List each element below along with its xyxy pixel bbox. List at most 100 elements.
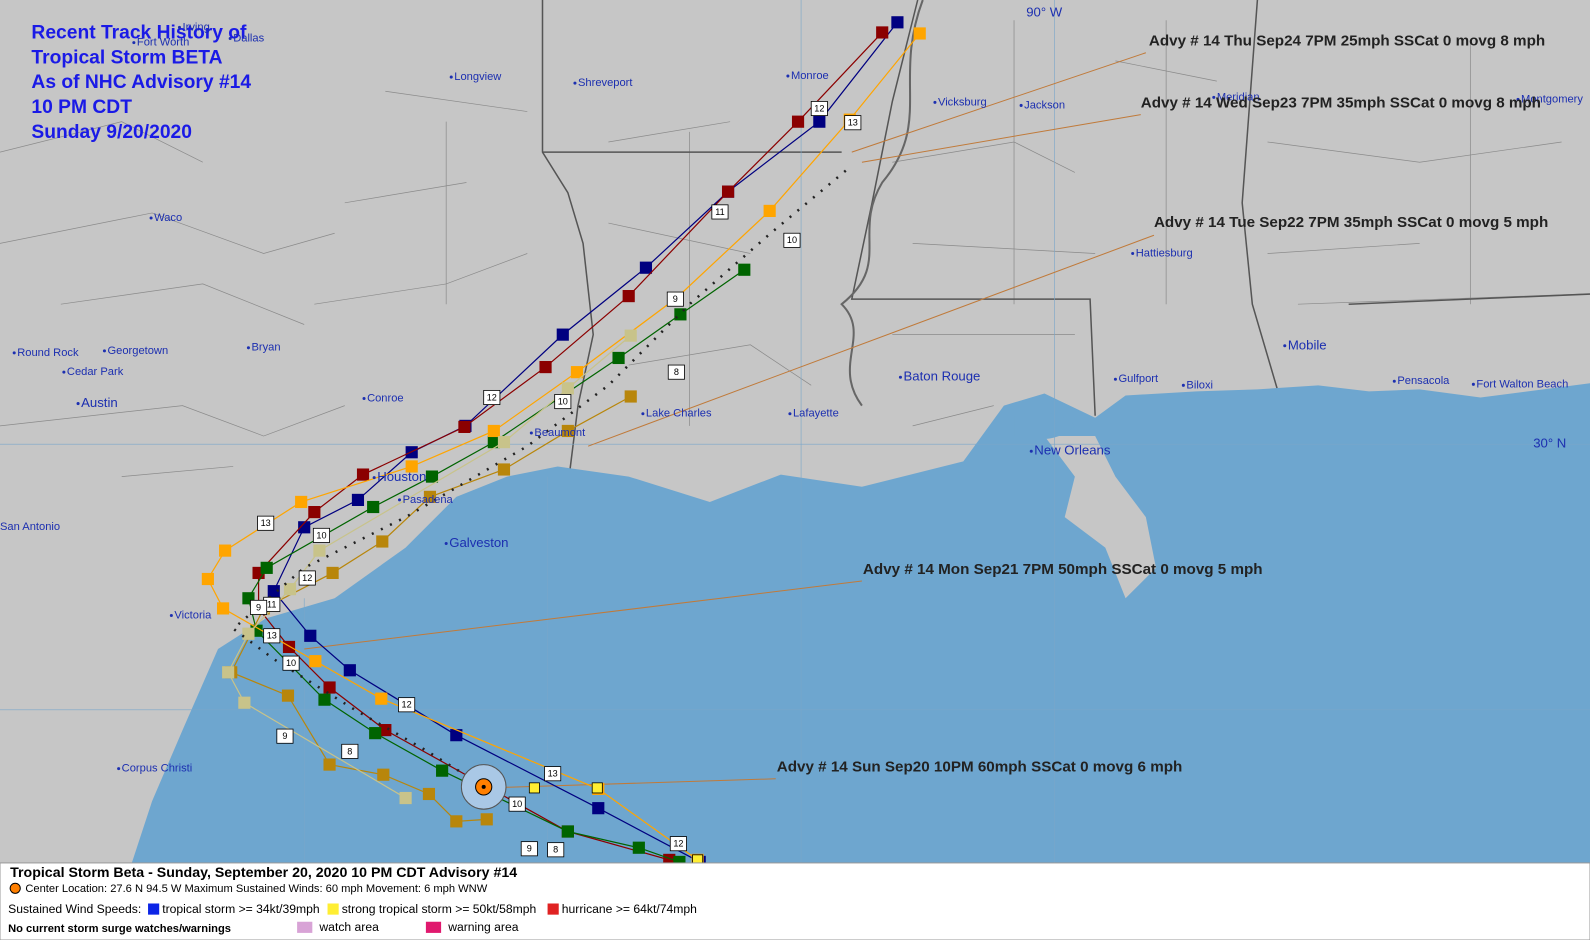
track-point — [313, 544, 326, 557]
city-label: Fort Walton Beach — [1476, 378, 1568, 390]
track-point — [422, 787, 436, 801]
city-dot — [76, 402, 80, 406]
track-label: 13 — [267, 631, 277, 641]
track-point — [913, 27, 926, 40]
city-dot — [117, 767, 121, 771]
track-label: 9 — [527, 844, 532, 854]
track-point — [639, 261, 653, 274]
track-point — [267, 585, 280, 598]
track-label-box — [483, 389, 501, 406]
track-label: 10 — [512, 799, 522, 809]
track-label-box — [544, 766, 562, 782]
track-label: 12 — [673, 839, 683, 849]
track-label-box — [276, 728, 294, 744]
legend-wind-item: tropical storm >= 34kt/39mph — [162, 902, 319, 916]
city-label: Round Rock — [17, 347, 79, 359]
city-label: Georgetown — [107, 345, 168, 357]
city-dot — [898, 375, 902, 379]
city-label: Beaumont — [534, 427, 586, 439]
track-label: 12 — [302, 573, 312, 583]
track-label: 10 — [558, 396, 568, 406]
leader-line — [304, 580, 862, 650]
legend-center-icon — [9, 882, 21, 894]
legend-swatch — [327, 903, 339, 915]
city-label: Pasadena — [403, 494, 454, 506]
track-label-box — [783, 232, 801, 248]
track-label-box — [669, 836, 687, 852]
tracks — [201, 16, 1155, 869]
city-label: Monroe — [791, 70, 829, 82]
track-label: 8 — [674, 367, 679, 377]
track-point — [763, 204, 776, 218]
city-dot — [362, 396, 366, 401]
track-label: 10 — [286, 658, 296, 668]
city-label: Houston — [377, 469, 426, 484]
track-point — [318, 693, 331, 706]
title-line: Tropical Storm BETA — [31, 47, 222, 68]
track-point — [561, 382, 574, 395]
city-dot — [149, 216, 153, 220]
track-point — [323, 681, 336, 694]
city-dot — [1392, 379, 1396, 383]
city-label: Dallas — [233, 32, 264, 44]
track-point — [405, 460, 418, 473]
city-dot — [62, 370, 66, 374]
track-point — [487, 436, 500, 449]
city-label: Galveston — [449, 535, 508, 550]
advisory-label: Advy # 14 Mon Sep21 7PM 50mph SSCat 0 mo… — [863, 561, 1263, 578]
delta — [1044, 436, 1156, 599]
leader-line — [861, 114, 1141, 163]
track-point — [497, 463, 511, 476]
track-point — [480, 813, 493, 826]
city-dot — [641, 412, 645, 416]
track-label-box — [667, 364, 685, 380]
track-label: 9 — [256, 602, 261, 612]
track-point — [379, 724, 392, 737]
legend-wind-item: hurricane >= 64kt/74mph — [562, 902, 697, 916]
track-point — [323, 758, 336, 771]
city-label: Austin — [81, 395, 118, 410]
advisory-label: Advy # 14 Wed Sep23 7PM 35mph SSCat 0 mo… — [1141, 94, 1541, 111]
track-point — [260, 561, 273, 574]
track-label-box — [844, 115, 862, 131]
track-point — [721, 185, 735, 198]
gulf-water — [131, 383, 1590, 863]
legend-header: Tropical Storm Beta - Sunday, September … — [10, 865, 517, 881]
city-dot — [788, 412, 792, 416]
track-point — [425, 470, 439, 483]
city-dot — [786, 74, 790, 78]
city-dot — [372, 476, 376, 480]
city-dot — [1029, 449, 1033, 453]
state-borders — [541, 0, 1590, 487]
city-label: Hattiesburg — [1136, 247, 1193, 259]
advisory-label: Advy # 14 Sun Sep20 10PM 60mph SSCat 0 m… — [777, 759, 1183, 776]
city-label: Corpus Christi — [122, 763, 193, 775]
city-dot — [1283, 344, 1287, 348]
city-dot — [1113, 377, 1117, 381]
track-point — [282, 640, 296, 654]
track-point — [367, 500, 380, 514]
track-label: 9 — [673, 294, 678, 304]
track-point — [450, 729, 463, 742]
track-label: 13 — [548, 769, 558, 779]
city-dot — [1181, 383, 1185, 387]
city-dot — [169, 613, 173, 618]
city-label: Pensacola — [1397, 375, 1450, 387]
city-label: Vicksburg — [938, 96, 987, 108]
track-point — [219, 544, 232, 557]
track-label-box — [312, 527, 330, 543]
track-point — [238, 696, 251, 709]
city-label: Gulfport — [1118, 373, 1159, 385]
track-point — [556, 328, 569, 341]
legend-area-swatch — [297, 921, 313, 933]
legend-panel — [0, 862, 1590, 940]
track-point — [222, 666, 235, 679]
track-point — [738, 263, 751, 276]
title-line: Sunday 9/20/2020 — [31, 122, 192, 143]
city-label: New Orleans — [1034, 443, 1111, 458]
track-label-box — [711, 204, 729, 220]
track-point — [632, 841, 645, 854]
city-dot — [529, 431, 533, 435]
storm-eye — [481, 784, 486, 789]
track-point — [458, 420, 471, 433]
